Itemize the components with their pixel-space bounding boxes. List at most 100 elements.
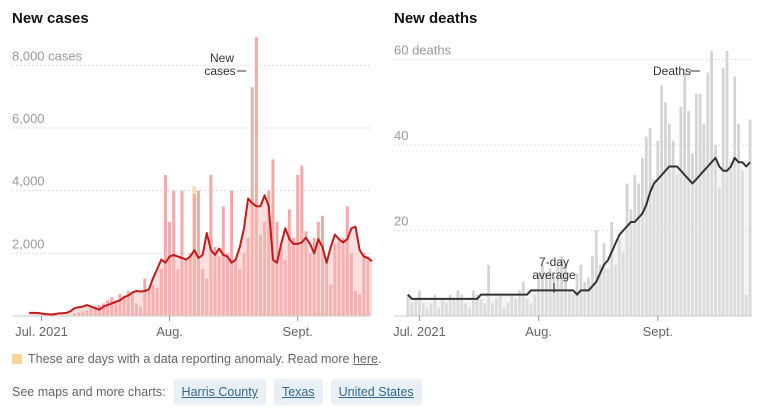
bar (250, 87, 254, 317)
cases-title: New cases (12, 10, 89, 27)
bar (221, 206, 225, 316)
bar (679, 106, 683, 317)
bar (126, 290, 130, 316)
bar (448, 294, 452, 316)
bar (637, 183, 640, 316)
bar (213, 247, 217, 316)
bar (617, 239, 621, 316)
bar (209, 175, 213, 316)
bar (151, 284, 155, 316)
avg-annotation-line2: average (532, 268, 576, 282)
average-area (407, 157, 751, 316)
bar (502, 307, 506, 316)
bar (706, 72, 710, 316)
bar (308, 253, 312, 316)
bar (163, 175, 167, 316)
bar (410, 303, 414, 316)
bar (548, 269, 552, 316)
bar (683, 72, 687, 316)
bar (418, 290, 421, 316)
bar (180, 190, 184, 316)
bar (106, 300, 110, 316)
link-texas[interactable]: Texas (273, 379, 323, 405)
bar (475, 294, 479, 316)
bar (598, 264, 602, 316)
bar (614, 264, 617, 316)
bar (73, 313, 77, 316)
deaths-panel: New deaths 20 40 60 deaths Jul. 2021 Aug. Sep… (382, 0, 764, 340)
cases-annotation-line2: cases (204, 64, 235, 78)
bar (168, 222, 172, 316)
bar (345, 206, 349, 316)
bar (197, 190, 200, 316)
link-united-states[interactable]: United States (330, 379, 422, 405)
bar (296, 175, 300, 316)
x-tick-label: Jul. 2021 (393, 324, 446, 339)
bar (525, 298, 529, 316)
bar (568, 290, 571, 316)
bar (354, 290, 358, 316)
bar (748, 119, 752, 316)
bar (494, 298, 498, 316)
bar (358, 294, 362, 316)
y-tick-label: 6,000 (12, 111, 45, 126)
bar (188, 253, 192, 316)
bar (629, 209, 633, 316)
bar (702, 123, 706, 317)
bar (487, 264, 491, 316)
bar (406, 294, 410, 316)
bar (483, 303, 487, 316)
y-tick-label: 4,000 (12, 174, 45, 189)
y-tick-label: 8,000 cases (12, 48, 83, 63)
bar (583, 281, 587, 316)
bar (246, 237, 250, 316)
cases-panel: New cases 2,000 4,000 6,000 8,000 cases Jul.… (0, 0, 380, 340)
more-charts: See maps and more charts: Harris County … (12, 379, 422, 405)
more-label: See maps and more charts: (12, 385, 166, 399)
bar (710, 51, 714, 316)
bar (610, 222, 614, 316)
bar (571, 294, 575, 316)
bar (648, 128, 652, 316)
bar (234, 259, 238, 316)
bar (93, 306, 97, 316)
footnote-text: These are days with a data reporting ano… (28, 352, 382, 366)
bar (147, 290, 151, 316)
bar (325, 259, 329, 316)
bar (304, 231, 308, 316)
bar (529, 303, 533, 316)
bar (533, 294, 537, 316)
bar (225, 253, 229, 316)
bar (176, 269, 180, 316)
bar (333, 243, 337, 316)
bar (283, 259, 287, 316)
bar (101, 303, 105, 316)
bar (135, 303, 138, 316)
bar (737, 123, 740, 317)
link-harris-county[interactable]: Harris County (173, 379, 266, 405)
bar (441, 298, 444, 316)
bar (259, 234, 262, 316)
bar (594, 230, 598, 316)
y-tick-label: 2,000 (12, 236, 45, 251)
bar (471, 290, 475, 316)
bar (587, 277, 590, 316)
bar (362, 253, 366, 316)
deaths-chart: 20 40 60 deaths Jul. 2021 Aug. Sept. Deaths 7-d… (393, 43, 752, 339)
bar (656, 140, 660, 316)
average-area (29, 195, 373, 316)
bar (81, 311, 85, 316)
bar (254, 37, 258, 317)
bar (349, 253, 353, 316)
bar (479, 298, 483, 316)
bar (660, 85, 664, 316)
bar (667, 123, 671, 317)
x-tick-label: Aug. (525, 324, 552, 339)
footnote-link[interactable]: here (352, 352, 378, 366)
bar (552, 277, 556, 316)
bar (366, 256, 370, 316)
avg-annotation-line1: 7-day (539, 255, 569, 269)
bar (625, 183, 629, 316)
x-tick-label: Aug. (156, 324, 183, 339)
y-tick-label: 60 deaths (394, 43, 452, 58)
